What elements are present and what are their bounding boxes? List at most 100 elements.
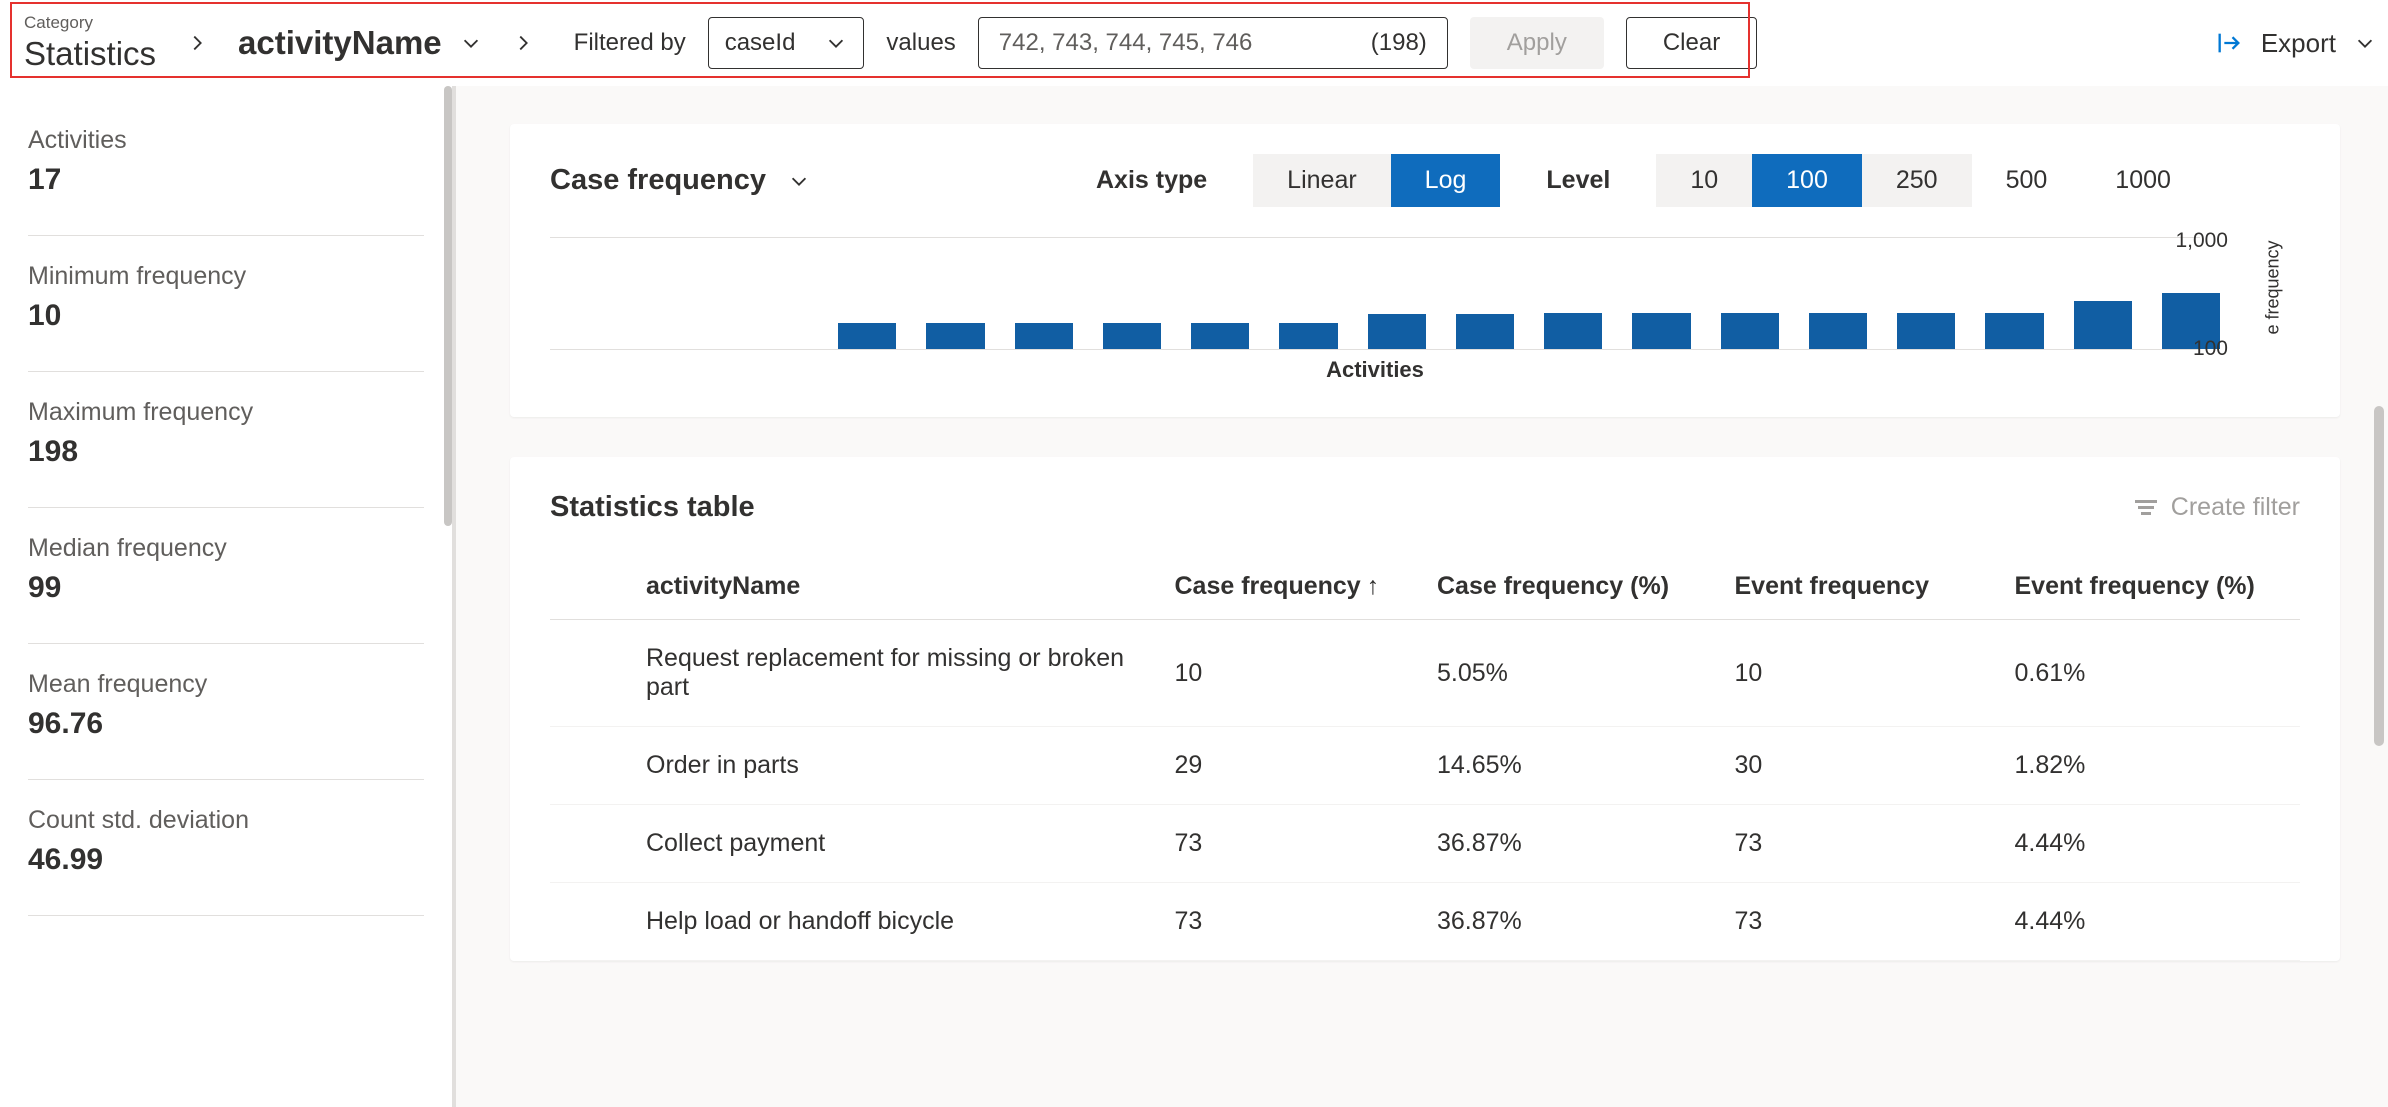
chevron-down-icon	[460, 32, 482, 54]
sort-asc-icon: ↑	[1367, 572, 1380, 600]
table-cell: 5.05%	[1425, 620, 1723, 727]
chart-bar[interactable]	[926, 323, 984, 349]
chart-title-dropdown[interactable]: Case frequency	[550, 164, 1050, 197]
chart-bar[interactable]	[1279, 323, 1337, 349]
filter-values-count: (198)	[1371, 29, 1427, 57]
chevron-down-icon	[788, 170, 810, 192]
stat-label: Count std. deviation	[28, 806, 424, 835]
chart-bar[interactable]	[1456, 314, 1514, 349]
chevron-right-icon	[512, 32, 534, 54]
table-cell: 73	[1163, 805, 1426, 883]
stat-value: 198	[28, 435, 424, 469]
chart-head: Case frequency Axis type LinearLog Level…	[550, 154, 2300, 207]
activity-name-text: activityName	[238, 24, 442, 62]
stat-block: Maximum frequency 198	[28, 398, 424, 469]
chevron-right-icon	[186, 32, 208, 54]
stat-value: 10	[28, 299, 424, 333]
stat-divider	[28, 235, 424, 236]
axis-type-segmented: LinearLog	[1253, 154, 1500, 207]
table-header[interactable]: Event frequency	[1723, 554, 2003, 620]
chart-bars	[750, 237, 2220, 349]
filtered-by-label: Filtered by	[574, 29, 686, 57]
table-header[interactable]: Case frequency↑	[1163, 554, 1426, 620]
level-segmented: 101002505001000	[1656, 154, 2205, 207]
level-option-100[interactable]: 100	[1752, 154, 1862, 207]
stat-divider	[28, 915, 424, 916]
category-label: Category	[24, 13, 156, 33]
chart-card: Case frequency Axis type LinearLog Level…	[510, 124, 2340, 417]
table-cell: 36.87%	[1425, 883, 1723, 961]
chart-bar[interactable]	[1103, 323, 1161, 349]
chart-area: Activities 1,000 100 e frequency	[550, 237, 2300, 407]
export-label: Export	[2261, 28, 2336, 59]
table-cell: 1.82%	[2003, 727, 2301, 805]
table-cell: 73	[1723, 883, 2003, 961]
category-crumb[interactable]: Category Statistics	[24, 13, 156, 73]
stat-value: 99	[28, 571, 424, 605]
level-option-1000[interactable]: 1000	[2081, 154, 2205, 207]
main-scrollbar[interactable]	[2374, 406, 2384, 746]
table-cell: 30	[1723, 727, 2003, 805]
table-row[interactable]: Collect payment7336.87%734.44%	[550, 805, 2300, 883]
stat-block: Count std. deviation 46.99	[28, 806, 424, 877]
chart-bar[interactable]	[1985, 313, 2043, 349]
chevron-down-icon	[825, 32, 847, 54]
chart-bar[interactable]	[1368, 314, 1426, 349]
chart-bar[interactable]	[1721, 313, 1779, 349]
stat-block: Minimum frequency10	[28, 262, 424, 333]
chart-bar[interactable]	[838, 323, 896, 349]
stat-divider	[28, 371, 424, 372]
level-option-250[interactable]: 250	[1862, 154, 1972, 207]
activity-name-dropdown[interactable]: activityName	[238, 24, 482, 62]
apply-button[interactable]: Apply	[1470, 17, 1604, 69]
table-cell: 4.44%	[2003, 805, 2301, 883]
stat-label: Activities	[28, 126, 424, 155]
table-cell: 36.87%	[1425, 805, 1723, 883]
level-option-500[interactable]: 500	[1972, 154, 2082, 207]
stat-divider	[28, 507, 424, 508]
filter-field-dropdown[interactable]: caseId	[708, 17, 865, 69]
level-option-10[interactable]: 10	[1656, 154, 1752, 207]
table-cell: 0.61%	[2003, 620, 2301, 727]
export-menu[interactable]: Export	[2215, 0, 2376, 86]
chart-bar[interactable]	[2074, 301, 2132, 349]
table-row[interactable]: Request replacement for missing or broke…	[550, 620, 2300, 727]
body: Activities17Minimum frequency10Maximum f…	[0, 86, 2388, 1107]
stat-block: Median frequency99	[28, 534, 424, 605]
export-icon	[2215, 29, 2243, 57]
stat-block: Mean frequency 96.76	[28, 670, 424, 741]
table-card: Statistics table Create filter activityN…	[510, 457, 2340, 961]
create-filter-button[interactable]: Create filter	[2135, 493, 2300, 522]
category-value: Statistics	[24, 35, 156, 73]
table-cell: 73	[1163, 883, 1426, 961]
sidebar-scrollbar[interactable]	[444, 86, 452, 526]
stat-label: Maximum frequency	[28, 398, 424, 427]
axis-option-log[interactable]: Log	[1391, 154, 1501, 207]
table-header[interactable]: activityName	[550, 554, 1163, 620]
table-header[interactable]: Case frequency (%)	[1425, 554, 1723, 620]
topbar: Category Statistics activityName Filtere…	[0, 0, 2388, 86]
stat-label: Mean frequency	[28, 670, 424, 699]
main-content: Case frequency Axis type LinearLog Level…	[456, 86, 2388, 1107]
axis-option-linear[interactable]: Linear	[1253, 154, 1391, 207]
table-row[interactable]: Help load or handoff bicycle7336.87%734.…	[550, 883, 2300, 961]
chart-bar[interactable]	[1809, 313, 1867, 349]
chart-bar[interactable]	[1015, 323, 1073, 349]
stat-value: 96.76	[28, 707, 424, 741]
chart-bar[interactable]	[1191, 323, 1249, 349]
filter-block: Filtered by caseId values 742, 743, 744,…	[574, 17, 1758, 69]
breadcrumb: Category Statistics activityName	[24, 13, 534, 73]
table-title: Statistics table	[550, 491, 755, 524]
chart-bar[interactable]	[1897, 313, 1955, 349]
filter-field-value: caseId	[725, 29, 796, 57]
chart-bar[interactable]	[1544, 313, 1602, 349]
chart-bar[interactable]	[1632, 313, 1690, 349]
clear-button[interactable]: Clear	[1626, 17, 1757, 69]
table-cell: Order in parts	[550, 727, 1163, 805]
stat-value: 46.99	[28, 843, 424, 877]
filter-values-input[interactable]: 742, 743, 744, 745, 746 (198)	[978, 17, 1448, 69]
chart-y-tick: 1,000	[2175, 229, 2228, 253]
table-header[interactable]: Event frequency (%)	[2003, 554, 2301, 620]
create-filter-label: Create filter	[2171, 493, 2300, 522]
table-row[interactable]: Order in parts2914.65%301.82%	[550, 727, 2300, 805]
